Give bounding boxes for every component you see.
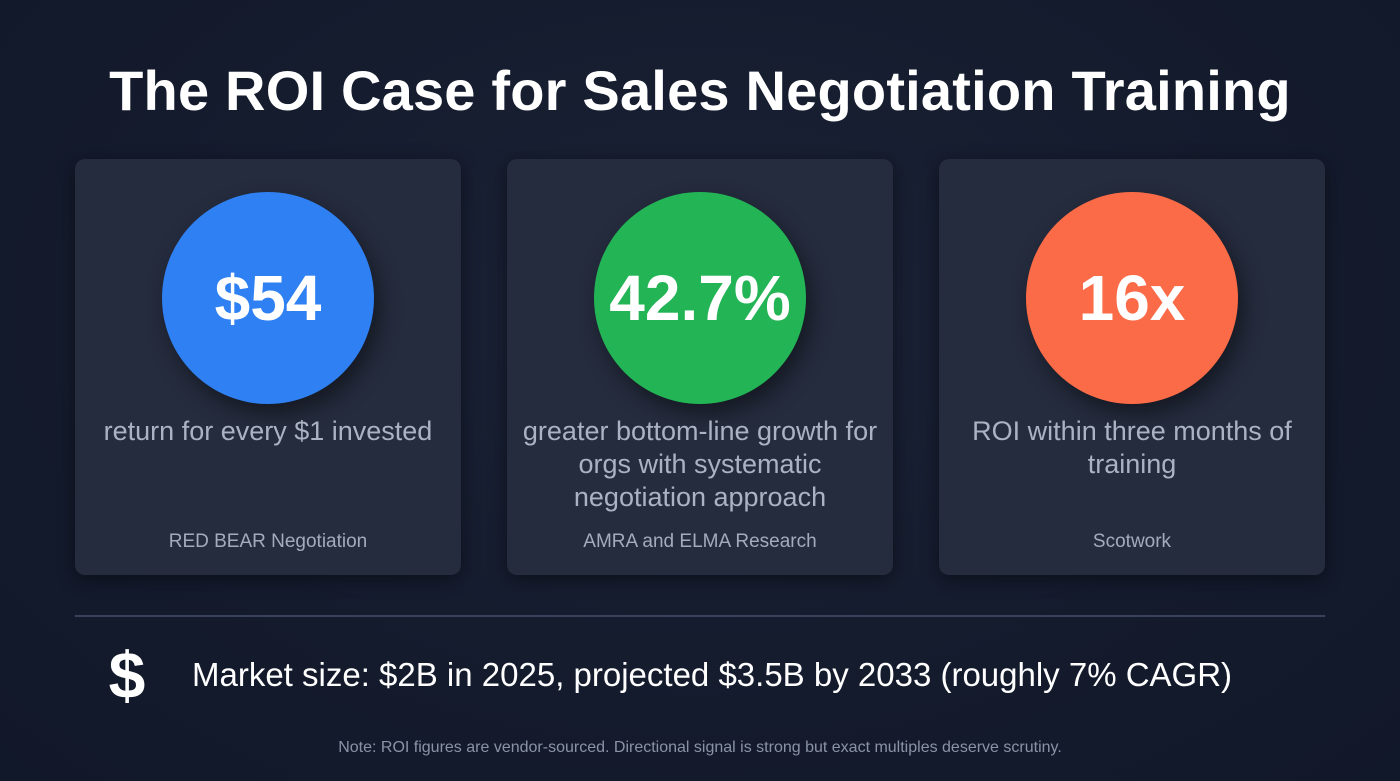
stat-value: $54 [214,262,322,334]
stat-source: RED BEAR Negotiation [168,531,368,552]
stat-circle: 42.7% [594,192,806,404]
stat-value: 42.7% [609,262,791,334]
page-title: The ROI Case for Sales Negotiation Train… [109,59,1291,122]
stat-source: Scotwork [1092,531,1172,552]
stat-card-roi-dollar: $54 return for every $1 invested RED BEA… [75,159,461,575]
stat-description: return for every $1 invested [103,416,433,446]
stat-description: ROI within three months of training [972,416,1292,479]
market-size-row: $ Market size: $2B in 2025, projected $3… [105,640,1232,710]
stat-source: AMRA and ELMA Research [583,531,817,552]
market-size-text: Market size: $2B in 2025, projected $3.5… [192,656,1233,693]
stat-card-growth: 42.7% greater bottom-line growth for org… [507,159,893,575]
stat-circle: $54 [162,192,374,404]
footnote: Note: ROI figures are vendor-sourced. Di… [338,739,1062,756]
dollar-sign-icon: $ [108,638,146,712]
stat-description: greater bottom-line growth for orgs with… [522,416,878,512]
stat-card-roi-multiple: 16x ROI within three months of training … [939,159,1325,575]
stat-value: 16x [1078,262,1186,334]
stat-circle: 16x [1026,192,1238,404]
divider [75,615,1325,617]
